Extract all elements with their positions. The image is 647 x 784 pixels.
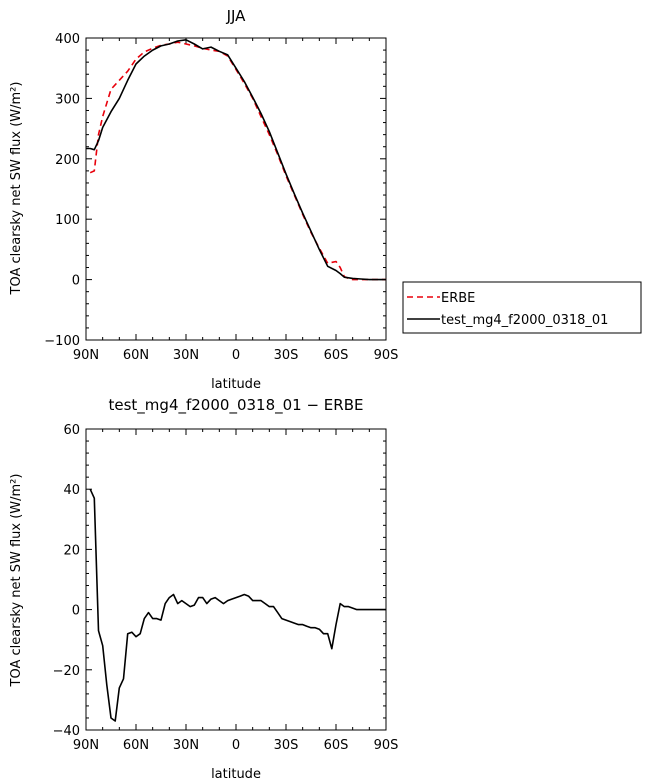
top-panel: JJA latitude TOA clearsky net SW flux (W… (9, 7, 642, 392)
x-tick-label: 60N (123, 738, 149, 753)
y-tick-label: −20 (53, 664, 80, 679)
y-tick-label: 20 (63, 543, 80, 558)
x-tick-label: 30N (173, 348, 199, 363)
y-tick-label: −40 (53, 724, 80, 739)
y-tick-label: 60 (63, 423, 80, 438)
y-tick-label: 100 (55, 213, 80, 228)
top-panel-x-axis-label: latitude (211, 377, 261, 392)
y-tick-label: −100 (44, 334, 80, 349)
legend: ERBE test_mg4_f2000_0318_01 (402, 281, 642, 334)
x-tick-label: 90S (374, 738, 399, 753)
plot-frame (85, 428, 387, 731)
legend-label-erbe: ERBE (441, 291, 475, 306)
bottom-panel-axes: 90N 60N 30N 0 30S 60S 90S −40 −20 0 20 40 60 (53, 423, 399, 753)
bottom-panel-title: test_mg4_f2000_0318_01 − ERBE (109, 396, 364, 415)
x-tick-label: 0 (232, 348, 240, 363)
y-tick-label: 200 (55, 153, 80, 168)
x-tick-label: 0 (232, 738, 240, 753)
y-tick-label: 0 (72, 274, 80, 289)
series-line-difference (89, 488, 386, 722)
x-tick-label: 90N (73, 348, 99, 363)
top-panel-title: JJA (226, 7, 247, 25)
series-line-erbe (89, 41, 386, 281)
legend-label-test: test_mg4_f2000_0318_01 (441, 313, 608, 328)
top-panel-y-axis-label: TOA clearsky net SW flux (W/m²) (9, 82, 24, 296)
top-panel-series (86, 38, 386, 281)
x-tick-label: 30S (274, 348, 299, 363)
series-line-test-mg4-f2000-0318-01 (86, 38, 386, 281)
x-tick-label: 30S (274, 738, 299, 753)
x-tick-label: 60S (324, 738, 349, 753)
bottom-panel: test_mg4_f2000_0318_01 − ERBE latitude T… (9, 396, 398, 782)
x-tick-label: 30N (173, 738, 199, 753)
x-tick-label: 60S (324, 348, 349, 363)
x-tick-label: 90N (73, 738, 99, 753)
legend-box (402, 281, 642, 334)
x-tick-label: 90S (374, 348, 399, 363)
y-tick-label: 40 (63, 483, 80, 498)
y-tick-label: 400 (55, 32, 80, 47)
bottom-panel-y-axis-label: TOA clearsky net SW flux (W/m²) (9, 474, 24, 688)
top-panel-axes: 90N 60N 30N 0 30S 60S 90S −100 0 100 200 300 400 (44, 32, 398, 363)
y-tick-label: 0 (72, 604, 80, 619)
bottom-panel-series (89, 488, 386, 722)
y-tick-label: 300 (55, 92, 80, 107)
plot-frame (85, 37, 387, 341)
x-tick-label: 60N (123, 348, 149, 363)
bottom-panel-x-axis-label: latitude (211, 767, 261, 782)
